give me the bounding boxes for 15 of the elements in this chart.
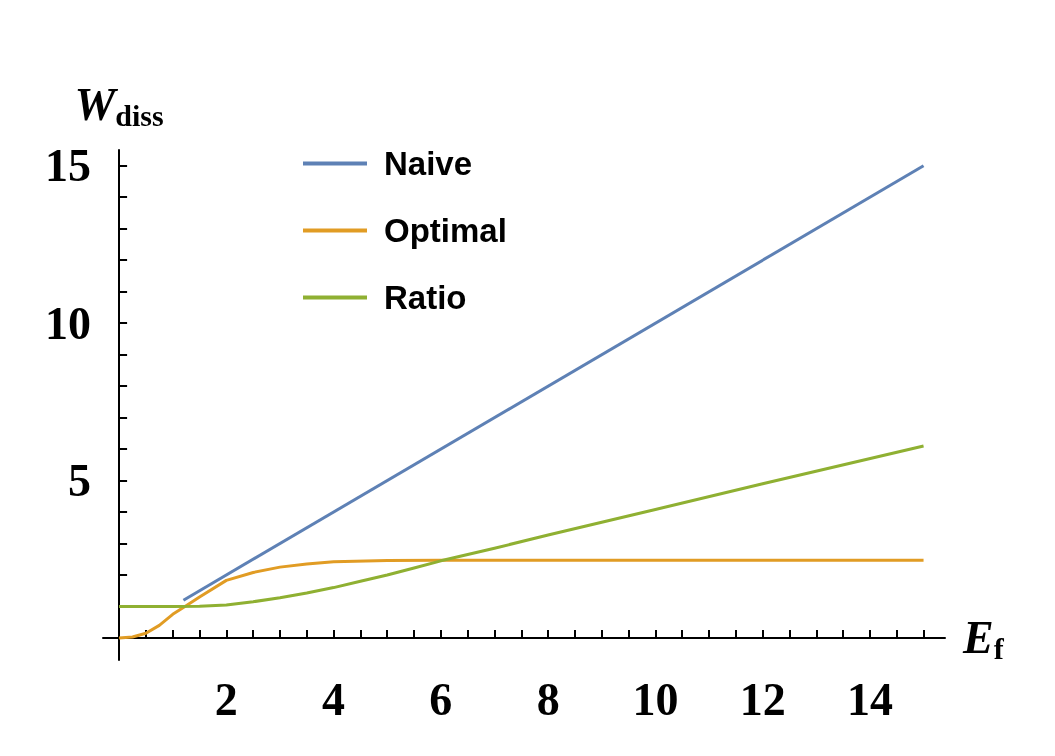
legend-label: Naive: [384, 145, 473, 182]
line-series: [117, 558, 926, 640]
x-tick-label: 4: [322, 673, 346, 725]
y-tick-label: 10: [45, 297, 91, 349]
legend-label: Optimal: [384, 212, 507, 249]
legend-label: Ratio: [384, 279, 467, 316]
y-tick-label: 5: [68, 455, 91, 507]
x-tick-label: 12: [739, 673, 786, 725]
x-tick-label: 6: [429, 673, 453, 725]
line-series: [117, 444, 926, 608]
x-tick-label: 2: [214, 673, 238, 725]
x-tick-label: 14: [846, 673, 893, 725]
y-tick-label: 15: [45, 140, 91, 192]
x-tick-label: 10: [632, 673, 679, 725]
x-tick-label: 8: [536, 673, 560, 725]
